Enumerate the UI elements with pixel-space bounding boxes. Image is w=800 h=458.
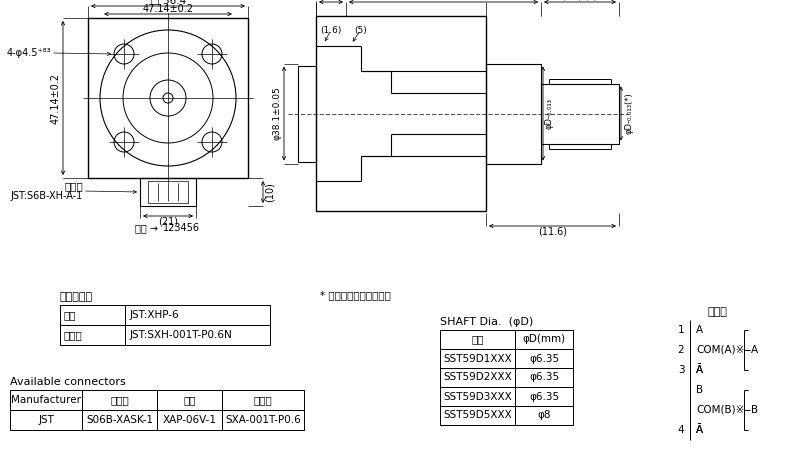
Bar <box>88 18 248 178</box>
Bar <box>148 181 188 203</box>
Text: 型号: 型号 <box>471 334 484 344</box>
Bar <box>82 390 157 410</box>
Text: JST: JST <box>38 415 54 425</box>
Bar <box>222 390 304 410</box>
Text: 3: 3 <box>678 365 684 375</box>
Text: COM(B)※: COM(B)※ <box>696 405 744 415</box>
Text: φ6.35: φ6.35 <box>529 392 559 402</box>
Text: Manufacturer: Manufacturer <box>11 395 81 405</box>
Bar <box>10 390 82 410</box>
Text: SST59D3XXX: SST59D3XXX <box>443 392 512 402</box>
Text: (11.6): (11.6) <box>538 226 567 236</box>
Text: 接线图: 接线图 <box>707 307 727 317</box>
Bar <box>515 330 573 349</box>
Bar <box>440 330 515 349</box>
Text: 接触处: 接触处 <box>64 330 82 340</box>
Text: φD(mm): φD(mm) <box>522 334 566 344</box>
Text: 4-φ4.5⁺⁸³: 4-φ4.5⁺⁸³ <box>6 48 51 58</box>
Bar <box>440 406 515 425</box>
Text: (5): (5) <box>354 26 367 35</box>
Text: 4: 4 <box>678 425 684 435</box>
Text: Ā: Ā <box>696 425 703 435</box>
Text: XAP-06V-1: XAP-06V-1 <box>162 415 217 425</box>
Text: φ6.35: φ6.35 <box>529 372 559 382</box>
Text: 20.6±0.5: 20.6±0.5 <box>309 0 354 1</box>
Text: □ 56.4: □ 56.4 <box>150 0 186 6</box>
Text: Ā: Ā <box>696 425 703 435</box>
Bar <box>60 305 270 325</box>
Bar <box>515 387 573 406</box>
Text: JST:S6B-XH-A-1: JST:S6B-XH-A-1 <box>10 191 83 201</box>
Text: 接触处: 接触处 <box>254 395 272 405</box>
Text: B: B <box>751 405 758 415</box>
Text: S06B-XASK-1: S06B-XASK-1 <box>86 415 153 425</box>
Bar <box>515 349 573 368</box>
Text: Ā: Ā <box>696 365 703 375</box>
Text: B: B <box>696 385 703 395</box>
Text: SST59D2XXX: SST59D2XXX <box>443 372 512 382</box>
Text: 连接器: 连接器 <box>64 181 83 191</box>
Text: L±0.8: L±0.8 <box>429 0 458 1</box>
Text: 2: 2 <box>678 345 684 355</box>
Text: Available connectors: Available connectors <box>10 377 126 387</box>
Bar <box>316 16 486 211</box>
Bar <box>440 349 515 368</box>
Bar <box>440 368 515 387</box>
Text: SST59D5XXX: SST59D5XXX <box>443 410 512 420</box>
Text: φD-₀.₀₁₃(*): φD-₀.₀₁₃(*) <box>625 93 634 134</box>
Text: 外壳: 外壳 <box>183 395 196 405</box>
Bar <box>157 390 222 410</box>
Text: (21): (21) <box>158 216 178 226</box>
Bar <box>60 325 270 345</box>
Text: φ6.35: φ6.35 <box>529 354 559 364</box>
Text: φD-₀.₀₁₃: φD-₀.₀₁₃ <box>545 98 554 129</box>
Bar <box>10 410 82 430</box>
Text: 123456: 123456 <box>163 223 200 233</box>
Text: * 尺寸适用于双出轴类型: * 尺寸适用于双出轴类型 <box>320 290 391 300</box>
Bar <box>486 64 541 164</box>
Text: SXA-001T-P0.6: SXA-001T-P0.6 <box>225 415 301 425</box>
Text: φ38.1±0.05: φ38.1±0.05 <box>273 87 282 140</box>
Text: (16) (*): (16) (*) <box>562 0 598 1</box>
Bar <box>140 178 196 206</box>
Text: Ā: Ā <box>696 365 703 375</box>
Bar <box>440 387 515 406</box>
Text: 连接器: 连接器 <box>110 395 129 405</box>
Bar <box>298 65 316 162</box>
Text: JST:XHP-6: JST:XHP-6 <box>130 310 180 320</box>
Text: A: A <box>696 325 703 335</box>
Text: 外壳: 外壳 <box>64 310 77 320</box>
Bar <box>541 83 619 143</box>
Text: (1.6): (1.6) <box>320 26 342 35</box>
Text: SST59D1XXX: SST59D1XXX <box>443 354 512 364</box>
Bar <box>222 410 304 430</box>
Bar <box>157 410 222 430</box>
Text: (10): (10) <box>265 182 275 202</box>
Text: JST:SXH-001T-P0.6N: JST:SXH-001T-P0.6N <box>130 330 233 340</box>
Text: 配套连接器: 配套连接器 <box>60 292 93 302</box>
Text: COM(A)※: COM(A)※ <box>696 345 744 355</box>
Text: 线序 →: 线序 → <box>135 223 158 233</box>
Bar <box>515 406 573 425</box>
Bar <box>82 410 157 430</box>
Text: SHAFT Dia.  (φD): SHAFT Dia. (φD) <box>440 317 534 327</box>
Bar <box>515 368 573 387</box>
Text: A: A <box>751 345 758 355</box>
Text: 47.14±0.2: 47.14±0.2 <box>51 72 61 124</box>
Text: φ8: φ8 <box>538 410 550 420</box>
Text: 47.14±0.2: 47.14±0.2 <box>142 4 194 14</box>
Text: 1: 1 <box>678 325 684 335</box>
